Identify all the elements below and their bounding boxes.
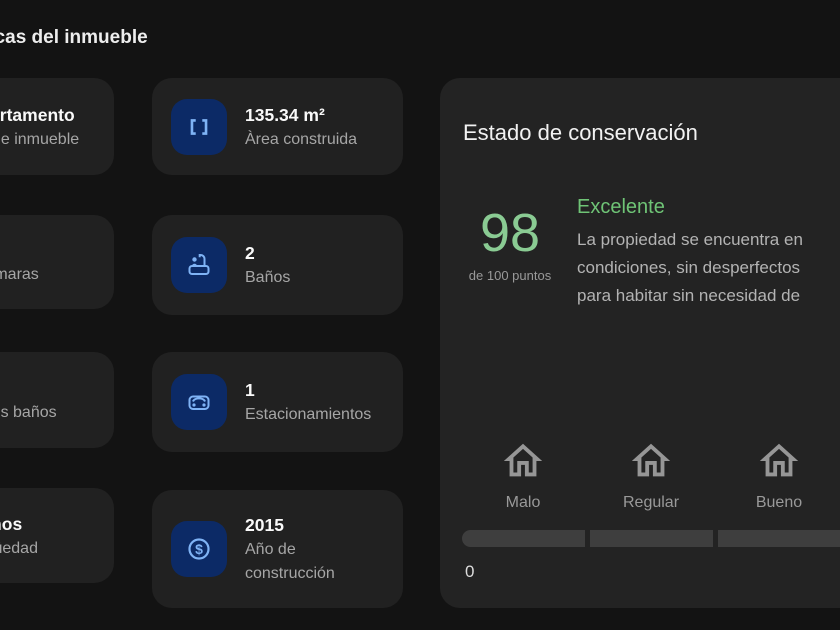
feature-value: 1 [245, 380, 255, 400]
conservation-title: Estado de conservación [463, 120, 698, 146]
feature-value: 2 [245, 243, 255, 263]
feature-label: Estacionamientos [245, 406, 372, 423]
house-icon [759, 443, 799, 477]
feature-card-bedrooms: Recámaras [0, 215, 114, 309]
conservation-status: Excelente La propiedad se encuentra en c… [577, 196, 840, 310]
feature-card-half-baths: Medios baños [0, 352, 114, 448]
rating-scale: Malo Regular Bueno [459, 438, 840, 512]
house-icon [631, 443, 671, 477]
feature-card-parking: 1 Estacionamientos [152, 352, 403, 452]
bar-min-value: 0 [465, 562, 475, 581]
feature-value [0, 237, 104, 263]
rating-label: Regular [622, 494, 680, 511]
feature-label: Àrea construida [245, 130, 358, 148]
rating-item-malo: Malo [459, 438, 587, 512]
svg-text:$: $ [195, 541, 203, 557]
feature-card-property-type: Departamento Tipo de inmueble [0, 78, 114, 175]
status-description: La propiedad se encuentra en condiciones… [577, 230, 803, 305]
rating-label: Bueno [755, 494, 803, 511]
progress-segment [718, 530, 840, 547]
feature-label: Tipo de inmueble [0, 130, 80, 148]
score-caption: de 100 puntos [468, 268, 552, 283]
rating-label: Malo [505, 494, 541, 511]
feature-card-age: 10 años Antigüedad [0, 488, 114, 583]
progress-segment [590, 530, 713, 547]
feature-label: Recámaras [0, 266, 39, 283]
feature-card-year-built: $ 2015 Año de construcción [152, 490, 403, 608]
progress-segment [462, 530, 585, 547]
score-number: 98 [479, 203, 541, 263]
feature-card-bathrooms: 2 Baños [152, 215, 403, 315]
score-progress-bar [462, 530, 840, 547]
feature-label: Medios baños [0, 404, 57, 421]
feature-label: Año de construcción [245, 541, 335, 582]
page-title: Características del inmueble [0, 26, 148, 48]
feature-value [0, 375, 104, 401]
rating-item-regular: Regular [587, 438, 715, 512]
feature-value: 10 años [0, 513, 23, 534]
feature-value: 2015 [245, 515, 284, 535]
feature-card-area: 135.34 m² Àrea construida [152, 78, 403, 175]
house-icon [503, 443, 543, 477]
feature-label: Antigüedad [0, 539, 38, 557]
area-brackets-icon [171, 98, 227, 155]
feature-value: Departamento [0, 104, 75, 125]
conservation-panel: Estado de conservación 98 de 100 puntos … [440, 78, 840, 608]
feature-label: Baños [245, 269, 291, 286]
car-icon [171, 374, 227, 430]
conservation-score: 98 de 100 puntos [462, 204, 558, 283]
dollar-circle-icon: $ [171, 521, 227, 577]
bathtub-icon [171, 237, 227, 293]
feature-value: 135.34 m² [245, 104, 325, 125]
rating-item-bueno: Bueno [715, 438, 840, 512]
status-label: Excelente [577, 196, 665, 218]
